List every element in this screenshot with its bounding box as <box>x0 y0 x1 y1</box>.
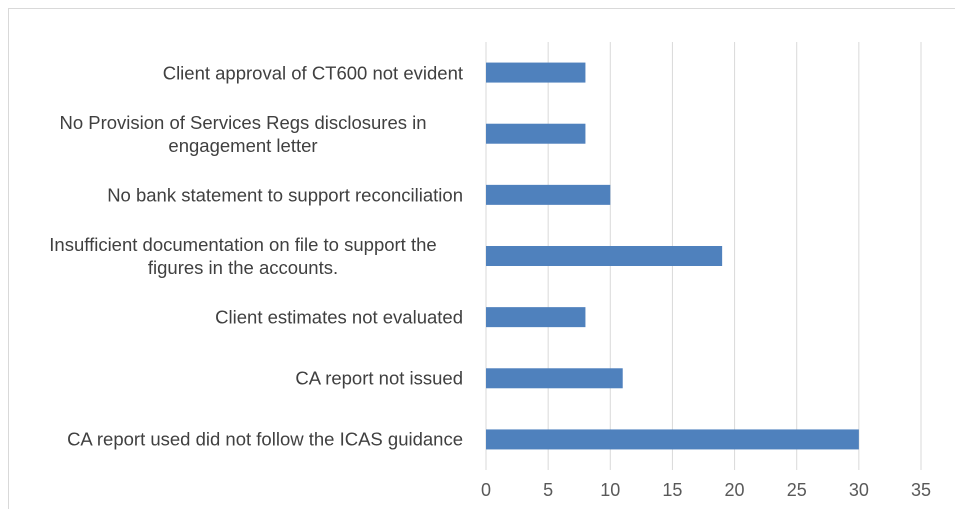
x-tick-label: 10 <box>600 480 620 500</box>
bar <box>486 123 586 144</box>
y-tick-label: Client estimates not evaluated <box>215 306 463 328</box>
x-tick-label: 15 <box>662 480 682 500</box>
bar <box>486 429 859 450</box>
y-tick-label: CA report not issued <box>295 367 463 389</box>
y-tick-label: CA report used did not follow the ICAS g… <box>67 428 463 450</box>
x-tick-label: 5 <box>543 480 553 500</box>
y-tick-label: No bank statement to support reconciliat… <box>107 184 463 206</box>
x-tick-label: 0 <box>481 480 491 500</box>
bar <box>486 307 586 328</box>
x-tick-label: 30 <box>849 480 869 500</box>
y-tick-label: No Provision of Services Regs disclosure… <box>59 111 427 156</box>
bar <box>486 246 723 266</box>
x-tick-label: 20 <box>725 480 745 500</box>
chart-border <box>8 8 955 509</box>
y-tick-label: Client approval of CT600 not evident <box>162 62 463 84</box>
x-tick-label: 25 <box>787 480 807 500</box>
y-tick-label: Insufficient documentation on file to su… <box>49 234 437 278</box>
bar <box>486 62 586 83</box>
x-tick-label: 35 <box>911 480 931 500</box>
bar <box>486 184 611 205</box>
bar <box>486 368 623 389</box>
